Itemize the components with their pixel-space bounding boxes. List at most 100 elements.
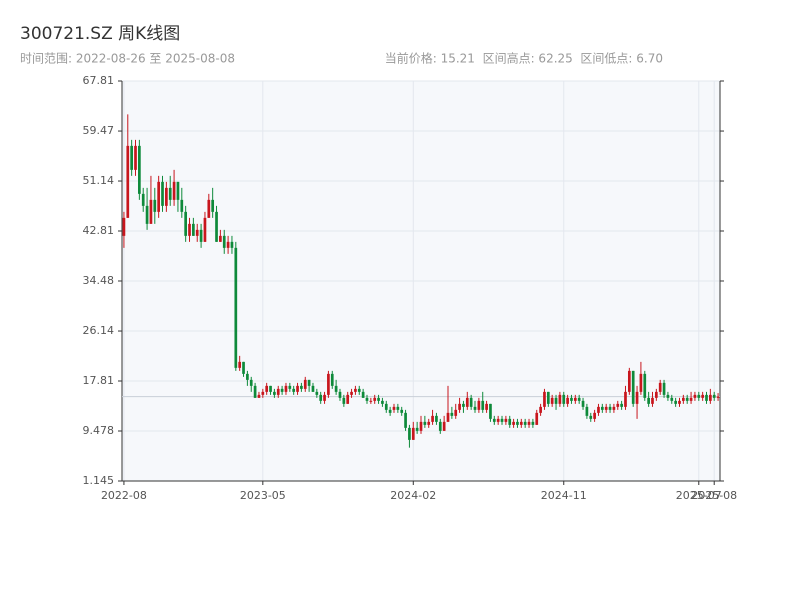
candle-body bbox=[496, 418, 500, 422]
candle-body bbox=[408, 427, 411, 440]
candle-body bbox=[639, 373, 643, 392]
candle-body bbox=[651, 397, 654, 404]
chart-stats: 当前价格: 15.21 区间高点: 62.25 区间低点: 6.70 bbox=[385, 51, 663, 66]
candle-body bbox=[627, 370, 631, 392]
candle-body bbox=[701, 394, 704, 398]
candle-body bbox=[411, 427, 415, 440]
candle-body bbox=[431, 415, 434, 422]
candle-body bbox=[527, 421, 531, 425]
candle-body bbox=[577, 397, 581, 401]
candle-body bbox=[689, 397, 693, 401]
candle-body bbox=[384, 403, 388, 410]
candle-body bbox=[211, 199, 215, 212]
candle-body bbox=[477, 400, 481, 410]
candle-body bbox=[234, 247, 238, 368]
candle-body bbox=[381, 400, 384, 404]
candle-body bbox=[354, 388, 357, 392]
candle-body bbox=[249, 379, 253, 386]
chart-subtitle: 时间范围: 2022-08-26 至 2025-08-08 bbox=[20, 52, 235, 66]
candle-body bbox=[307, 379, 311, 386]
candle-body bbox=[276, 388, 280, 395]
candle-body bbox=[346, 394, 350, 404]
candle-body bbox=[608, 406, 612, 410]
candle-body bbox=[693, 394, 697, 398]
y-tick-label: 1.145 bbox=[83, 474, 115, 487]
candle-body bbox=[500, 418, 504, 422]
candle-body bbox=[539, 406, 542, 413]
candle-body bbox=[550, 397, 554, 404]
candle-body bbox=[176, 181, 180, 200]
candle-body bbox=[566, 397, 569, 404]
candle-body bbox=[334, 385, 338, 392]
candle-body bbox=[624, 391, 627, 407]
candle-body bbox=[180, 199, 184, 212]
candle-body bbox=[512, 421, 515, 425]
candle-body bbox=[631, 370, 635, 404]
candle-body bbox=[485, 403, 488, 410]
candle-body bbox=[323, 394, 326, 401]
candle-body bbox=[246, 373, 249, 380]
candle-body bbox=[438, 421, 442, 431]
candle-body bbox=[473, 406, 477, 410]
y-tick-label: 51.14 bbox=[83, 174, 115, 187]
candle-body bbox=[373, 397, 377, 401]
y-tick-label: 17.81 bbox=[83, 374, 115, 387]
candle-body bbox=[134, 145, 137, 170]
candle-body bbox=[122, 217, 126, 236]
candle-body bbox=[288, 385, 292, 389]
candle-body bbox=[361, 391, 365, 398]
y-tick-label: 9.478 bbox=[83, 424, 115, 437]
candle-body bbox=[141, 193, 145, 206]
candle-body bbox=[709, 394, 712, 401]
candle-body bbox=[238, 361, 242, 368]
candle-body bbox=[423, 421, 427, 425]
candle-body bbox=[662, 382, 666, 395]
candle-body bbox=[296, 385, 299, 392]
candle-body bbox=[465, 397, 469, 407]
candle-body bbox=[342, 397, 346, 404]
candle-body bbox=[658, 382, 662, 392]
candle-body bbox=[199, 229, 203, 242]
candle-body bbox=[620, 403, 623, 407]
candle-body bbox=[172, 181, 176, 200]
candle-body bbox=[523, 421, 527, 425]
candle-body bbox=[184, 211, 188, 236]
candle-body bbox=[535, 412, 539, 425]
candle-body bbox=[712, 394, 716, 398]
candle-body bbox=[126, 145, 130, 218]
candle-body bbox=[469, 397, 473, 407]
candle-body bbox=[635, 391, 639, 404]
candle-body bbox=[697, 394, 701, 398]
candle-body bbox=[600, 406, 604, 410]
candle-body bbox=[377, 397, 380, 401]
candle-body bbox=[516, 421, 519, 425]
candle-body bbox=[612, 406, 616, 410]
candle-body bbox=[593, 412, 596, 419]
candle-body bbox=[280, 388, 284, 392]
candle-body bbox=[504, 418, 508, 422]
candle-body bbox=[242, 361, 245, 374]
candle-body bbox=[392, 406, 396, 410]
candle-body bbox=[145, 205, 149, 224]
x-tick-label: 2024-11 bbox=[541, 489, 587, 502]
candle-body bbox=[388, 409, 392, 413]
candle-body bbox=[419, 421, 423, 431]
candle-body bbox=[338, 391, 342, 398]
candle-body bbox=[558, 394, 562, 404]
candle-body bbox=[508, 418, 512, 425]
candle-body bbox=[195, 229, 199, 236]
x-tick-label: 2025-07 bbox=[676, 489, 722, 502]
candle-body bbox=[573, 397, 577, 401]
candle-body bbox=[400, 409, 404, 413]
candle-body bbox=[215, 211, 218, 242]
y-tick-label: 42.81 bbox=[83, 224, 115, 237]
candle-body bbox=[226, 241, 230, 248]
y-tick-label: 34.48 bbox=[83, 274, 115, 287]
candle-body bbox=[357, 388, 361, 392]
candle-body bbox=[581, 400, 585, 407]
candle-body bbox=[257, 394, 261, 398]
candle-body bbox=[604, 406, 608, 410]
candle-body bbox=[685, 397, 689, 401]
x-tick-label: 2023-05 bbox=[240, 489, 286, 502]
candle-body bbox=[670, 397, 674, 401]
